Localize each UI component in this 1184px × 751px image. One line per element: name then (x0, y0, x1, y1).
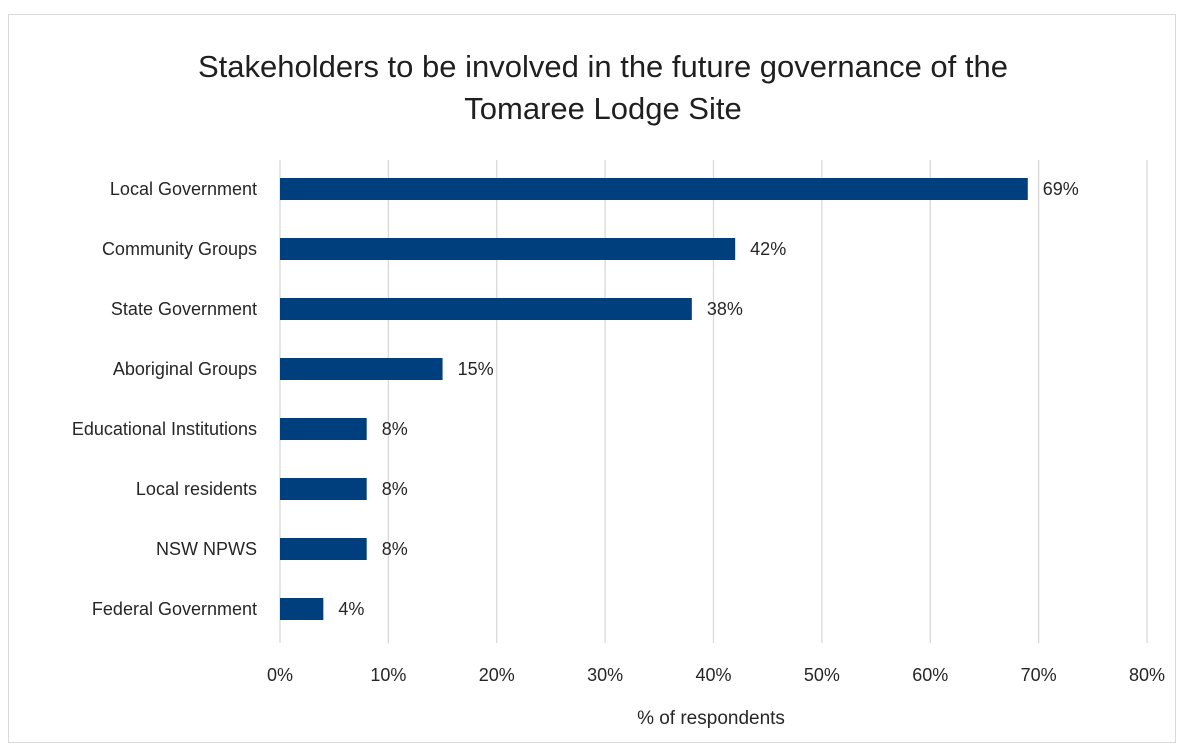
chart-title-line-1: Stakeholders to be involved in the futur… (198, 49, 1008, 84)
data-label: 8% (382, 479, 408, 499)
category-label: Educational Institutions (72, 419, 257, 439)
x-axis-title: % of respondents (637, 708, 785, 729)
x-tick-label: 50% (804, 665, 840, 685)
x-tick-labels: 0% 10% 20% 30% 40% 50% 60% 70% 80% (267, 665, 1165, 685)
x-tick-label: 40% (695, 665, 731, 685)
data-labels: 69% 42% 38% 15% 8% 8% 8% 4% (338, 179, 1078, 619)
category-label: Aboriginal Groups (113, 359, 257, 379)
bar-chart: Stakeholders to be involved in the futur… (72, 49, 1165, 729)
x-tick-label: 70% (1021, 665, 1057, 685)
x-tick-label: 80% (1129, 665, 1165, 685)
data-label: 8% (382, 539, 408, 559)
category-label: Community Groups (102, 239, 257, 259)
x-tick-label: 60% (912, 665, 948, 685)
bar (280, 538, 367, 560)
chart-frame: Stakeholders to be involved in the futur… (8, 14, 1176, 743)
data-label: 69% (1043, 179, 1079, 199)
category-labels: Local Government Community Groups State Go… (72, 179, 257, 619)
bar (280, 178, 1028, 200)
category-label: Local residents (136, 479, 257, 499)
bar (280, 238, 736, 260)
bar (280, 598, 324, 620)
x-tick-label: 10% (370, 665, 406, 685)
x-tick-label: 20% (479, 665, 515, 685)
x-tick-label: 0% (267, 665, 293, 685)
gridlines (279, 160, 1148, 643)
data-label: 8% (382, 419, 408, 439)
chart-title-line-2: Tomaree Lodge Site (464, 91, 741, 126)
x-tick-label: 30% (587, 665, 623, 685)
category-label: Federal Government (92, 599, 257, 619)
bar (280, 298, 692, 320)
bar (280, 478, 367, 500)
bar (280, 358, 443, 380)
category-label: State Government (111, 299, 257, 319)
data-label: 15% (458, 359, 494, 379)
category-label: Local Government (110, 179, 257, 199)
data-label: 4% (338, 599, 364, 619)
category-label: NSW NPWS (156, 539, 257, 559)
data-label: 38% (707, 299, 743, 319)
bars (280, 178, 1028, 620)
bar (280, 418, 367, 440)
data-label: 42% (750, 239, 786, 259)
